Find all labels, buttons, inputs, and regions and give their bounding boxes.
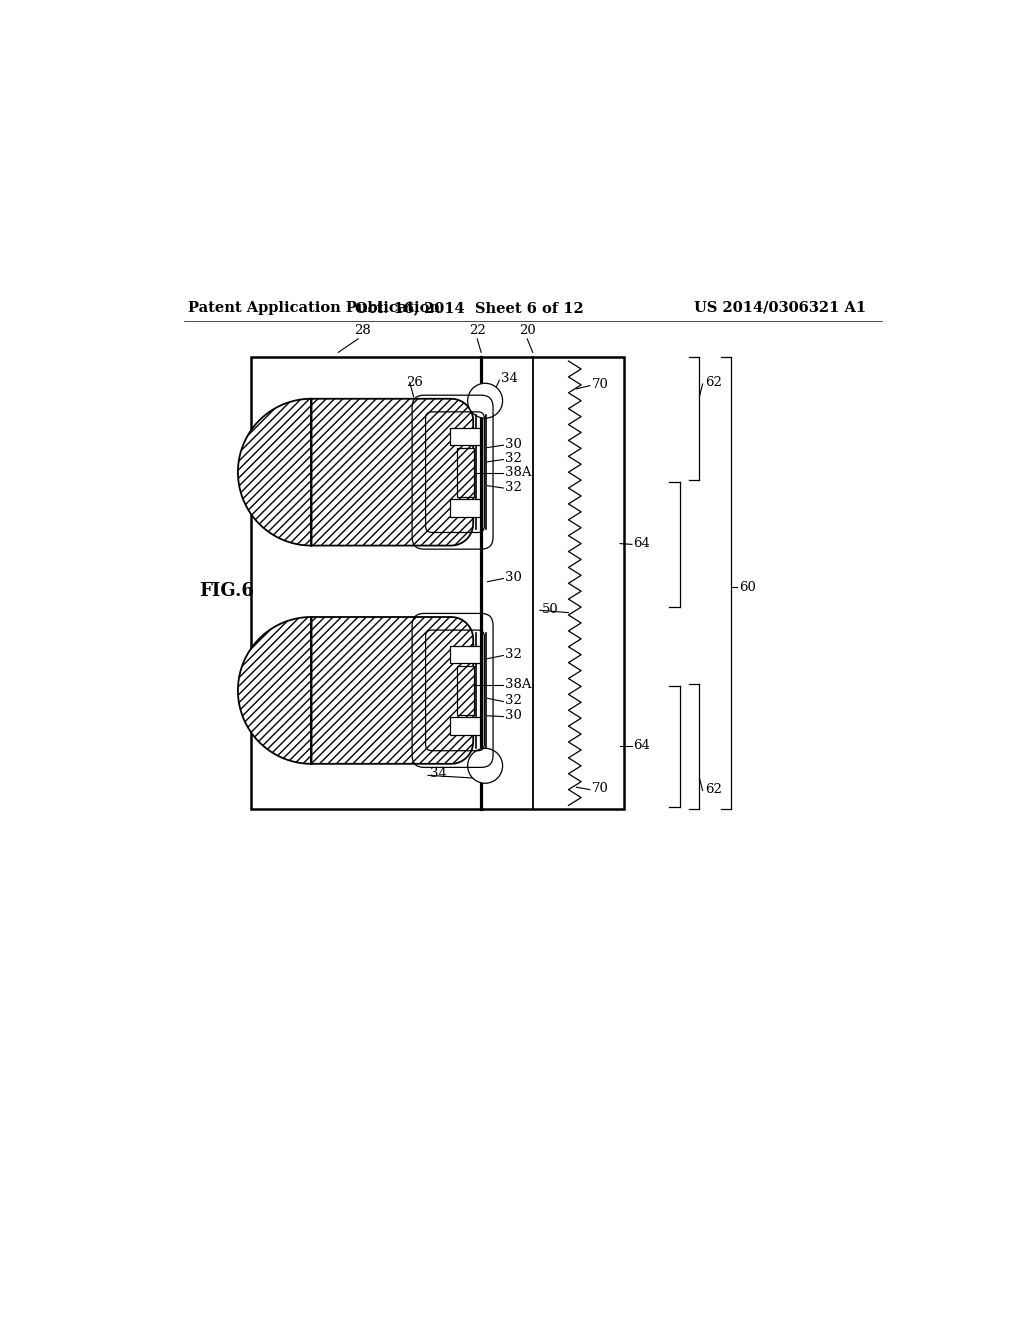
Text: 36: 36 (353, 450, 370, 463)
Polygon shape (238, 399, 473, 545)
Text: 34: 34 (430, 767, 446, 780)
Text: 38A: 38A (505, 677, 531, 690)
Text: 20: 20 (519, 325, 536, 337)
Text: 62: 62 (705, 783, 722, 796)
Text: 32: 32 (505, 480, 522, 494)
Text: 38A: 38A (505, 466, 531, 479)
Text: 50: 50 (542, 603, 558, 616)
Text: 70: 70 (592, 378, 608, 391)
Text: 32: 32 (505, 694, 522, 708)
Circle shape (468, 748, 503, 783)
Bar (451, 645, 480, 664)
Text: 62: 62 (705, 376, 722, 389)
Text: 64: 64 (634, 537, 650, 550)
Text: 26: 26 (406, 376, 423, 389)
Text: 38: 38 (344, 466, 360, 479)
Text: 22: 22 (469, 325, 485, 337)
Text: 30: 30 (505, 438, 522, 451)
Bar (451, 428, 480, 445)
Bar (451, 717, 480, 735)
Text: 60: 60 (739, 581, 756, 594)
Text: 64: 64 (634, 739, 650, 752)
Text: 30: 30 (505, 572, 522, 585)
Bar (451, 499, 480, 516)
Text: Patent Application Publication: Patent Application Publication (187, 301, 439, 315)
Text: US 2014/0306321 A1: US 2014/0306321 A1 (694, 301, 866, 315)
Text: 32: 32 (505, 648, 522, 661)
Text: 36: 36 (353, 661, 370, 675)
Text: 34: 34 (501, 372, 518, 385)
Text: Oct. 16, 2014  Sheet 6 of 12: Oct. 16, 2014 Sheet 6 of 12 (355, 301, 584, 315)
Bar (251, 358, 624, 809)
Text: 38: 38 (344, 680, 360, 693)
Circle shape (468, 383, 503, 418)
Text: 70: 70 (592, 781, 608, 795)
Text: 28: 28 (353, 325, 371, 337)
Text: FIG.6: FIG.6 (200, 582, 254, 601)
Text: 30: 30 (505, 709, 522, 722)
Bar (457, 665, 474, 715)
Bar (457, 447, 474, 496)
Polygon shape (238, 616, 473, 764)
Text: 32: 32 (505, 453, 522, 465)
